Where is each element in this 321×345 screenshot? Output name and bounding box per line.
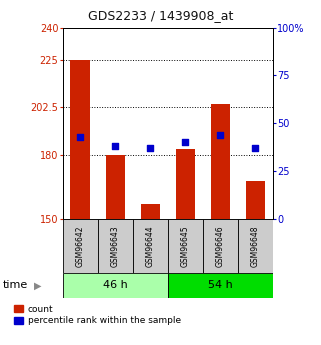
Text: GSM96645: GSM96645	[181, 225, 190, 267]
Text: GSM96648: GSM96648	[251, 225, 260, 267]
Bar	[246, 181, 265, 219]
Text: GSM96642: GSM96642	[76, 225, 85, 267]
Text: GSM96644: GSM96644	[146, 225, 155, 267]
Bar	[63, 273, 168, 298]
Bar	[71, 59, 90, 219]
Text: GDS2233 / 1439908_at: GDS2233 / 1439908_at	[88, 9, 233, 22]
Bar	[203, 219, 238, 273]
Text: 46 h: 46 h	[103, 280, 127, 290]
Bar	[63, 219, 98, 273]
Bar	[211, 104, 230, 219]
Bar	[168, 273, 273, 298]
Text: GSM96643: GSM96643	[111, 225, 120, 267]
Point	[183, 140, 188, 145]
Bar	[133, 219, 168, 273]
Bar	[238, 219, 273, 273]
Bar	[168, 219, 203, 273]
Text: GSM96646: GSM96646	[216, 225, 225, 267]
Point	[78, 134, 83, 139]
Legend: count, percentile rank within the sample: count, percentile rank within the sample	[14, 305, 181, 325]
Text: time: time	[3, 280, 29, 290]
Text: ▶: ▶	[34, 280, 41, 290]
Text: 54 h: 54 h	[208, 280, 233, 290]
Bar	[141, 204, 160, 219]
Bar	[98, 219, 133, 273]
Point	[148, 146, 153, 151]
Point	[113, 144, 118, 149]
Point	[253, 146, 258, 151]
Bar	[176, 149, 195, 219]
Point	[218, 132, 223, 138]
Bar	[106, 155, 125, 219]
